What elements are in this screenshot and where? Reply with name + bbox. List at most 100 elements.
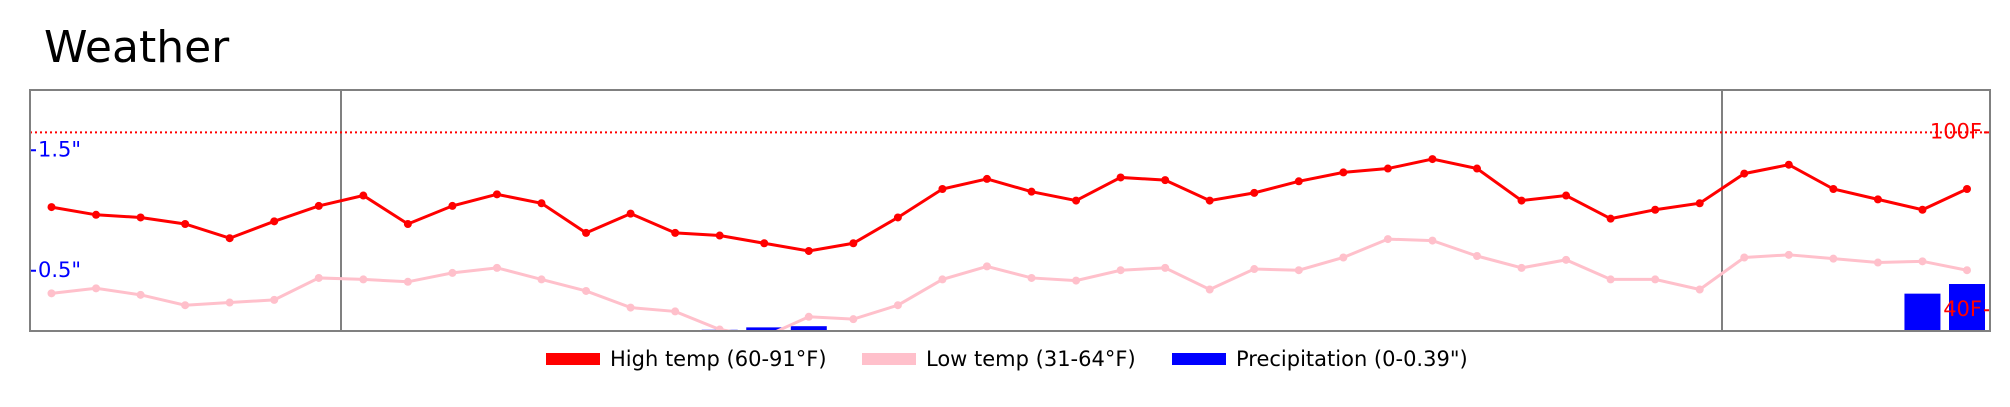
- temp-point: [1651, 275, 1660, 284]
- temp-point: [1873, 258, 1882, 267]
- temp-point: [1472, 164, 1481, 173]
- temp-point: [403, 219, 412, 228]
- legend-label: Precipitation (0-0.39"): [1236, 347, 1468, 371]
- temp-point: [1873, 195, 1882, 204]
- temp-point: [582, 228, 591, 237]
- temp-point: [849, 315, 858, 324]
- temp-point: [1918, 205, 1927, 214]
- temp-point: [92, 284, 101, 293]
- legend-label: Low temp (31-64°F): [926, 347, 1136, 371]
- temp-point: [715, 231, 724, 240]
- temp-point: [492, 263, 501, 272]
- temp-point: [1250, 265, 1259, 274]
- temp-point: [1205, 285, 1214, 294]
- temp-point: [1116, 173, 1125, 182]
- temp-point: [1517, 196, 1526, 205]
- legend-swatch: [1172, 353, 1226, 365]
- legend-label: High temp (60-91°F): [610, 347, 827, 371]
- chart-title: Weather: [44, 22, 230, 73]
- temp-point: [893, 213, 902, 222]
- temp-point: [1294, 266, 1303, 275]
- temp-point: [1695, 285, 1704, 294]
- temp-point: [181, 301, 190, 310]
- temp-point: [359, 275, 368, 284]
- temp-point: [537, 199, 546, 208]
- temp-point: [1517, 263, 1526, 272]
- temp-point: [1472, 252, 1481, 261]
- temp-point: [938, 185, 947, 194]
- temp-point: [1428, 236, 1437, 245]
- temp-point: [359, 191, 368, 200]
- precip-bar: [790, 326, 827, 331]
- temp-point: [1428, 155, 1437, 164]
- y2-tick-label: 100F: [1930, 119, 1982, 143]
- temp-point: [1116, 266, 1125, 275]
- temp-point: [1562, 255, 1571, 264]
- temp-point: [1161, 263, 1170, 272]
- temp-point: [1383, 164, 1392, 173]
- temp-point: [1606, 214, 1615, 223]
- temp-point: [92, 210, 101, 219]
- temp-point: [1784, 250, 1793, 259]
- temp-point: [270, 295, 279, 304]
- temp-point: [47, 289, 56, 298]
- temp-point: [1383, 235, 1392, 244]
- temp-point: [804, 312, 813, 321]
- temp-point: [314, 201, 323, 210]
- legend-swatch: [546, 353, 600, 365]
- temp-line: [51, 237, 1968, 331]
- y2-tick-label: 40F: [1943, 297, 1982, 321]
- temp-point: [1072, 196, 1081, 205]
- temp-point: [136, 213, 145, 222]
- temp-point: [1918, 257, 1927, 266]
- temp-point: [626, 209, 635, 218]
- temp-point: [760, 239, 769, 248]
- y-tick-label: 0.5": [38, 258, 81, 282]
- temp-point: [1161, 176, 1170, 185]
- temp-point: [982, 174, 991, 183]
- temp-point: [181, 219, 190, 228]
- temp-point: [1740, 169, 1749, 178]
- temp-point: [1027, 187, 1036, 196]
- temp-point: [982, 262, 991, 271]
- temp-point: [1784, 160, 1793, 169]
- temp-point: [626, 303, 635, 312]
- temp-point: [403, 277, 412, 286]
- temp-point: [537, 275, 546, 284]
- temp-point: [136, 290, 145, 299]
- temp-point: [225, 298, 234, 307]
- y-tick-label: 1.5": [38, 137, 81, 161]
- temp-point: [1072, 276, 1081, 285]
- temp-point: [849, 239, 858, 248]
- temp-point: [1205, 196, 1214, 205]
- temp-point: [1829, 185, 1838, 194]
- temp-point: [1963, 266, 1971, 275]
- temp-point: [1740, 253, 1749, 262]
- temp-point: [671, 307, 680, 316]
- temp-point: [938, 275, 947, 284]
- temp-point: [448, 268, 457, 277]
- temp-point: [314, 273, 323, 282]
- precip-bar: [1904, 293, 1941, 331]
- legend-swatch: [862, 353, 916, 365]
- temp-point: [270, 217, 279, 226]
- temp-point: [1027, 273, 1036, 282]
- temp-point: [1651, 205, 1660, 214]
- temp-point: [1339, 253, 1348, 262]
- temp-point: [582, 286, 591, 295]
- temp-point: [448, 201, 457, 210]
- temp-point: [760, 333, 768, 341]
- temp-point: [1695, 199, 1704, 208]
- temp-point: [671, 228, 680, 237]
- temp-point: [1250, 188, 1259, 197]
- temp-point: [1339, 168, 1348, 177]
- temp-point: [715, 325, 724, 331]
- temp-point: [893, 301, 902, 310]
- plot-frame: [29, 89, 1991, 332]
- temp-point: [1963, 185, 1971, 194]
- temp-point: [492, 190, 501, 199]
- temp-point: [1294, 177, 1303, 186]
- precip-bar: [746, 327, 783, 331]
- temp-point: [225, 234, 234, 243]
